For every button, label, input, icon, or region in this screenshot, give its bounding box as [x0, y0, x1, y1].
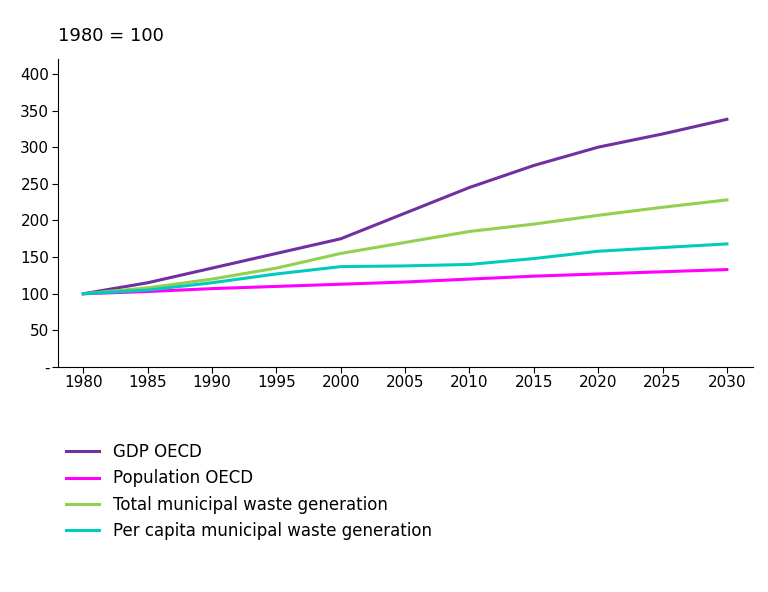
- Total municipal waste generation: [143, 284, 152, 291]
- Line: Per capita municipal waste generation: Per capita municipal waste generation: [84, 244, 727, 294]
- Per capita municipal waste generation: [658, 244, 667, 251]
- Total municipal waste generation: [401, 239, 410, 246]
- Per capita municipal waste generation: [722, 240, 731, 247]
- Total municipal waste generation: [722, 197, 731, 204]
- Line: Population OECD: Population OECD: [84, 269, 727, 294]
- Total municipal waste generation: [79, 290, 88, 297]
- Total municipal waste generation: [465, 228, 474, 235]
- GDP OECD: [658, 130, 667, 137]
- Per capita municipal waste generation: [79, 290, 88, 297]
- Total municipal waste generation: [529, 221, 538, 228]
- Population OECD: [658, 268, 667, 275]
- GDP OECD: [722, 116, 731, 123]
- Per capita municipal waste generation: [401, 262, 410, 269]
- Population OECD: [465, 275, 474, 282]
- Line: Total municipal waste generation: Total municipal waste generation: [84, 200, 727, 294]
- Per capita municipal waste generation: [143, 287, 152, 294]
- GDP OECD: [594, 144, 603, 151]
- Per capita municipal waste generation: [529, 255, 538, 262]
- Total municipal waste generation: [594, 212, 603, 219]
- Line: GDP OECD: GDP OECD: [84, 120, 727, 294]
- GDP OECD: [336, 235, 346, 242]
- Population OECD: [722, 266, 731, 273]
- GDP OECD: [529, 162, 538, 169]
- Population OECD: [79, 290, 88, 297]
- Population OECD: [207, 285, 217, 292]
- Legend: GDP OECD, Population OECD, Total municipal waste generation, Per capita municipa: GDP OECD, Population OECD, Total municip…: [66, 443, 432, 540]
- Total municipal waste generation: [272, 265, 281, 272]
- Population OECD: [272, 283, 281, 290]
- Population OECD: [594, 271, 603, 278]
- Per capita municipal waste generation: [465, 261, 474, 268]
- Population OECD: [336, 281, 346, 288]
- Per capita municipal waste generation: [207, 279, 217, 287]
- Population OECD: [143, 288, 152, 295]
- Total municipal waste generation: [658, 204, 667, 211]
- GDP OECD: [143, 279, 152, 287]
- Per capita municipal waste generation: [336, 263, 346, 270]
- Text: 1980 = 100: 1980 = 100: [58, 27, 164, 44]
- Per capita municipal waste generation: [594, 247, 603, 255]
- GDP OECD: [465, 184, 474, 191]
- GDP OECD: [401, 210, 410, 217]
- GDP OECD: [272, 250, 281, 257]
- Population OECD: [529, 272, 538, 279]
- Population OECD: [401, 278, 410, 285]
- Per capita municipal waste generation: [272, 271, 281, 278]
- GDP OECD: [79, 290, 88, 297]
- GDP OECD: [207, 265, 217, 272]
- Total municipal waste generation: [207, 275, 217, 282]
- Total municipal waste generation: [336, 250, 346, 257]
